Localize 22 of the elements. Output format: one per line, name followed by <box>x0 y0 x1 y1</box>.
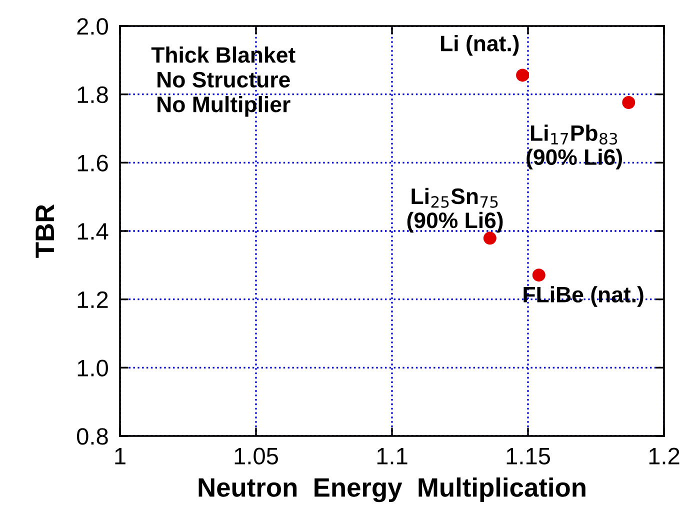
y-tick-label: 0.8 <box>76 428 108 445</box>
point <box>622 96 636 110</box>
x-tick-label: 1.1 <box>377 448 408 464</box>
y-tick-label: 1.4 <box>78 223 108 240</box>
x-axis-title: Neutron Energy Multiplication <box>198 477 586 502</box>
x-tick-label: 1.05 <box>234 448 278 464</box>
annotation: Li$_{17}$Pb$_{83}$ (90% Li6) <box>526 124 622 170</box>
x-tick-label: 1.2 <box>649 448 680 464</box>
x-tick-label: 1.15 <box>506 448 550 464</box>
y-tick-label: 1.2 <box>78 291 108 308</box>
y-axis-title: TBR <box>36 204 54 258</box>
annotation: Li$_{25}$Sn$_{75}$ (90% Li6) <box>407 188 503 233</box>
x-tick-label: 1 <box>115 448 126 464</box>
annotation: Thick Blanket No Structure No Multiplier <box>151 46 296 117</box>
y-tick-label: 1.8 <box>78 86 108 104</box>
y-tick-label: 1.6 <box>78 154 108 172</box>
y-tick-label: 2.0 <box>77 18 108 35</box>
annotation: FLiBe (nat.) <box>524 286 644 307</box>
y-tick-label: 1.0 <box>78 360 108 376</box>
point <box>532 268 546 282</box>
annotation: Li (nat.) <box>441 35 519 56</box>
point <box>516 68 530 82</box>
